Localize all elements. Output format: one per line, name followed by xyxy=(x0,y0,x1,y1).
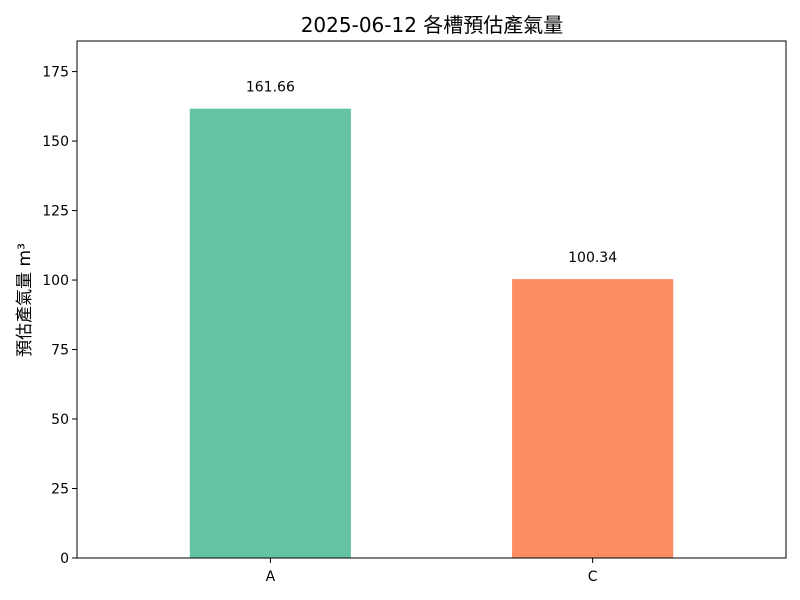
y-tick-label: 175 xyxy=(42,65,69,81)
data-label: 100.34 xyxy=(568,250,617,266)
y-axis-label: 預估產氣量 m³ xyxy=(15,243,35,357)
y-tick-label: 125 xyxy=(42,204,69,220)
y-tick-label: 50 xyxy=(51,412,69,428)
x-tick-label: A xyxy=(266,569,276,585)
chart-title: 2025-06-12 各槽預估產氣量 xyxy=(301,13,564,37)
y-tick-label: 150 xyxy=(42,134,69,150)
data-label: 161.66 xyxy=(246,80,295,96)
plot-frame xyxy=(76,40,787,559)
bar-c xyxy=(512,279,674,558)
y-tick-label: 75 xyxy=(51,343,69,359)
bars xyxy=(189,108,674,559)
y-axis: 0 25 50 75 100 125 150 175 xyxy=(42,65,77,567)
bar-a xyxy=(189,108,351,559)
y-tick-label: 25 xyxy=(51,482,69,498)
data-labels: 161.66 100.34 xyxy=(246,80,617,266)
y-tick-label: 100 xyxy=(42,273,69,289)
x-tick-label: C xyxy=(588,569,598,585)
y-tick-label: 0 xyxy=(60,551,69,567)
